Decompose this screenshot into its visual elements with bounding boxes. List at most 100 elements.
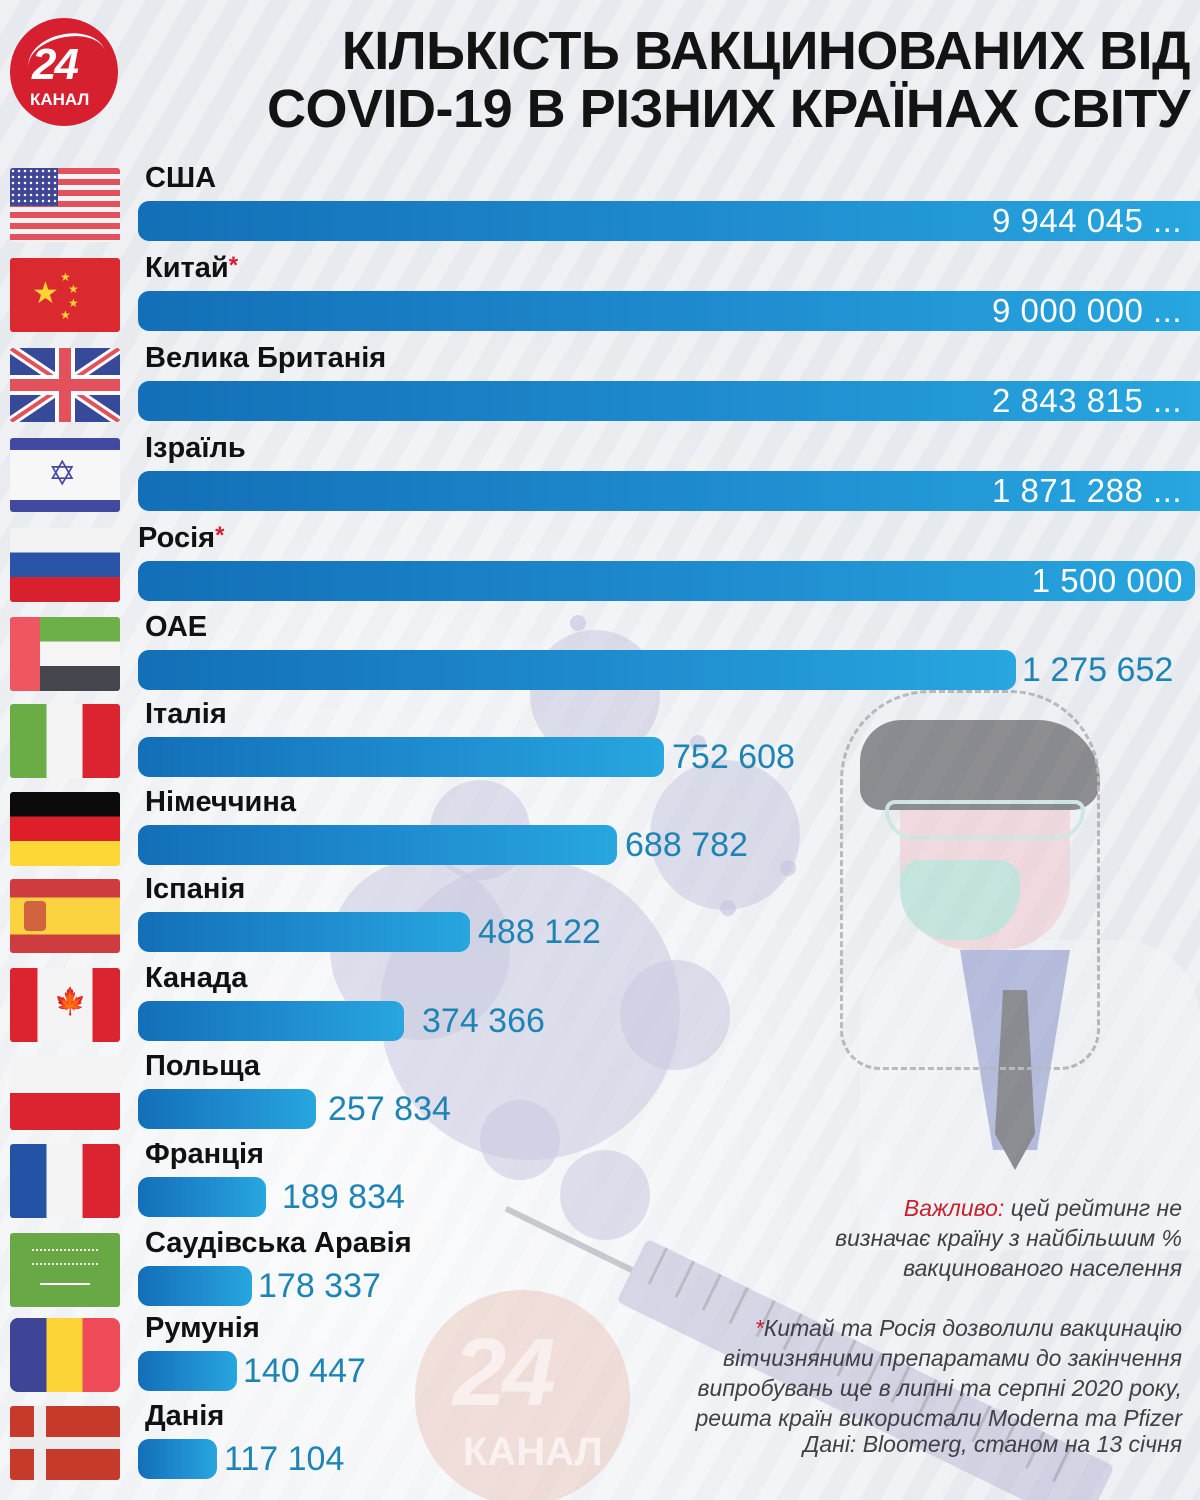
- denmark-flag-icon: [10, 1406, 120, 1480]
- bar: [138, 1439, 217, 1479]
- bar: [138, 650, 1016, 690]
- virus-illustration: [560, 1150, 650, 1240]
- country-name: Іспанія: [145, 873, 246, 905]
- virus-spike: [780, 860, 796, 876]
- logo-number: 24: [32, 40, 79, 89]
- chart-row-china: ★ ★ ★ ★ ★ Китай* 9 000 000 ...: [0, 252, 1200, 346]
- bar: 1 871 288 ...: [138, 471, 1200, 511]
- bar: 2 843 815 ...: [138, 381, 1200, 421]
- doctor-illustration: [840, 690, 1200, 1250]
- country-name: Данія: [145, 1400, 225, 1432]
- bar-value: 374 366: [422, 1002, 545, 1040]
- virus-illustration: [480, 1100, 560, 1180]
- israel-flag-icon: ✡: [10, 438, 120, 512]
- bar-value: 140 447: [243, 1352, 366, 1390]
- bar-value: 178 337: [258, 1267, 381, 1305]
- country-name: Румунія: [145, 1312, 260, 1344]
- watermark-logo: 24 КАНАЛ: [415, 1290, 630, 1500]
- doctor-dashed-outline: [840, 690, 1100, 1070]
- bar-value: 2 843 815 ...: [992, 382, 1182, 419]
- page-title: КІЛЬКІСТЬ ВАКЦИНОВАНИХ ВІД COVID-19 В РІ…: [130, 22, 1190, 138]
- bar: [138, 1266, 252, 1306]
- chart-row-romania: Румунія 140 447: [0, 1312, 1200, 1406]
- bar: [138, 1177, 266, 1217]
- chart-row-uk: Велика Британія 2 843 815 ...: [0, 342, 1200, 436]
- bar: [138, 1089, 316, 1129]
- bar-value: 1 500 000: [1031, 562, 1183, 599]
- bar: 9 944 045 ...: [138, 201, 1200, 241]
- footnote-asterisk: *Китай та Росія дозволили вакцинацію віт…: [695, 1315, 1182, 1431]
- country-name: Канада: [145, 962, 248, 994]
- bar-value: 688 782: [625, 826, 748, 864]
- source-note: Дані: Bloomerg, станом на 13 січня: [803, 1431, 1182, 1457]
- bar-value: 189 834: [282, 1178, 405, 1216]
- poland-flag-icon: [10, 1056, 120, 1130]
- bar-value: 117 104: [224, 1440, 345, 1478]
- country-name: Італія: [145, 698, 227, 730]
- title-line-2: COVID-19 В РІЗНИХ КРАЇНАХ СВІТУ: [267, 79, 1190, 139]
- romania-flag-icon: [10, 1318, 120, 1392]
- chart-row-usa: США 9 944 045 ...: [0, 162, 1200, 256]
- bar: 9 000 000 ...: [138, 291, 1200, 331]
- uae-flag-icon: [10, 617, 120, 691]
- france-flag-icon: [10, 1144, 120, 1218]
- asterisk-mark: *: [754, 1315, 764, 1341]
- russia-flag-icon: [10, 528, 120, 602]
- country-name: Росія*: [138, 522, 225, 554]
- chart-row-italy: Італія 752 608: [0, 698, 1200, 792]
- title-line-1: КІЛЬКІСТЬ ВАКЦИНОВАНИХ ВІД: [341, 21, 1191, 81]
- country-name: США: [145, 162, 217, 194]
- virus-illustration: [650, 760, 800, 910]
- usa-flag-icon: [10, 168, 120, 242]
- chart-row-germany: Німеччина 688 782: [0, 786, 1200, 880]
- spain-flag-icon: [10, 879, 120, 953]
- bar-value: 257 834: [328, 1090, 451, 1128]
- chart-row-spain: Іспанія 488 122: [0, 873, 1200, 967]
- chart-row-france: Франція 189 834: [0, 1138, 1200, 1232]
- chart-row-russia: Росія* 1 500 000: [0, 522, 1200, 616]
- chart-row-poland: Польща 257 834: [0, 1050, 1200, 1144]
- country-name: Польща: [145, 1050, 261, 1082]
- saudi-arabia-flag-icon: [10, 1233, 120, 1307]
- doctor-mask: [900, 860, 1020, 940]
- chart-row-israel: ✡ Ізраїль 1 871 288 ...: [0, 432, 1200, 526]
- canada-flag-icon: 🍁: [10, 968, 120, 1042]
- italy-flag-icon: [10, 704, 120, 778]
- country-name: Саудівська Аравія: [145, 1227, 412, 1259]
- bar-value: 9 944 045 ...: [992, 202, 1182, 239]
- chart-row-uae: ОАЕ 1 275 652: [0, 611, 1200, 705]
- country-name: Німеччина: [145, 786, 297, 818]
- important-note: Важливо: цей рейтинг не визначає країну …: [835, 1195, 1182, 1281]
- country-name: Китай*: [145, 252, 239, 284]
- chart-row-saudi-arabia: Саудівська Аравія 178 337: [0, 1227, 1200, 1321]
- country-name: Ізраїль: [145, 432, 246, 464]
- virus-illustration: [620, 960, 730, 1070]
- important-label: Важливо:: [903, 1195, 1005, 1221]
- bar: [138, 912, 470, 952]
- virus-spike: [720, 900, 736, 916]
- bar-value: 752 608: [672, 738, 795, 776]
- chart-row-denmark: Данія 117 104: [0, 1400, 1200, 1494]
- country-name: Франція: [145, 1138, 264, 1170]
- bar-value: 1 871 288 ...: [992, 472, 1182, 509]
- country-name: ОАЕ: [145, 611, 208, 643]
- bar: [138, 1001, 404, 1041]
- watermark-text: КАНАЛ: [463, 1430, 603, 1474]
- country-name: Велика Британія: [145, 342, 387, 374]
- uk-flag-icon: [10, 348, 120, 422]
- bar: [138, 825, 617, 865]
- bar: 1 500 000: [138, 561, 1195, 601]
- china-flag-icon: ★ ★ ★ ★ ★: [10, 258, 120, 332]
- virus-spike: [690, 735, 706, 751]
- germany-flag-icon: [10, 792, 120, 866]
- chart-row-canada: 🍁 Канада 374 366: [0, 962, 1200, 1056]
- virus-spike: [570, 615, 586, 631]
- watermark-number: 24: [453, 1319, 556, 1426]
- bar: [138, 1351, 237, 1391]
- bar-value: 488 122: [478, 913, 601, 951]
- bar: [138, 737, 664, 777]
- bar-value: 9 000 000 ...: [992, 292, 1182, 329]
- bar-value: 1 275 652: [1022, 651, 1174, 689]
- doctor-glasses: [885, 800, 1085, 840]
- channel-logo: 24 КАНАЛ: [10, 18, 118, 126]
